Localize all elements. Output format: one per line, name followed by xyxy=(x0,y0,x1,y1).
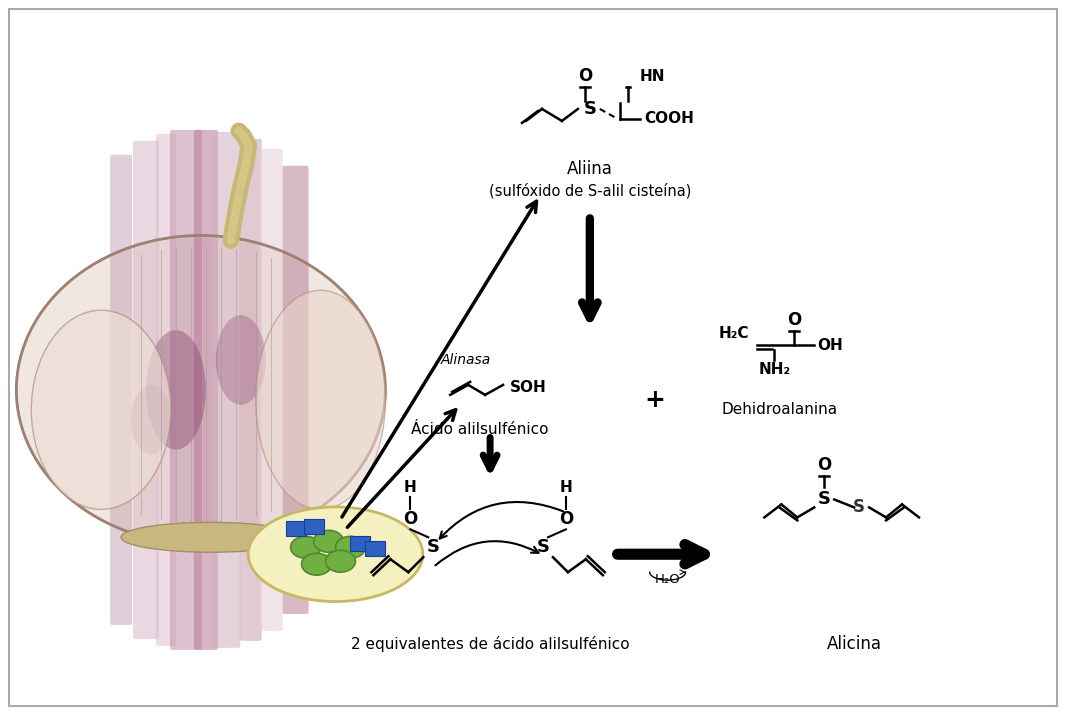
Text: H: H xyxy=(560,480,572,495)
FancyBboxPatch shape xyxy=(304,519,324,534)
Ellipse shape xyxy=(291,536,321,558)
Ellipse shape xyxy=(336,536,366,558)
Text: S: S xyxy=(536,538,549,556)
Text: NH₂: NH₂ xyxy=(758,363,790,378)
Text: Alinasa: Alinasa xyxy=(440,353,490,367)
Text: +: + xyxy=(644,388,665,412)
FancyBboxPatch shape xyxy=(194,130,217,650)
FancyBboxPatch shape xyxy=(211,132,240,648)
Text: Ácido alilsulfénico: Ácido alilsulfénico xyxy=(411,423,549,437)
Ellipse shape xyxy=(215,315,265,405)
Text: O: O xyxy=(559,511,574,528)
Text: O: O xyxy=(578,67,592,85)
Text: (sulfóxido de S-alil cisteína): (sulfóxido de S-alil cisteína) xyxy=(488,183,691,198)
FancyBboxPatch shape xyxy=(110,154,132,625)
Ellipse shape xyxy=(122,523,301,552)
Text: S: S xyxy=(818,490,830,508)
Text: O: O xyxy=(403,511,418,528)
Ellipse shape xyxy=(16,235,386,544)
Ellipse shape xyxy=(256,290,386,509)
Text: Aliina: Aliina xyxy=(567,159,613,178)
Text: O: O xyxy=(818,455,831,473)
Ellipse shape xyxy=(313,531,343,552)
Ellipse shape xyxy=(146,330,206,450)
Text: O: O xyxy=(787,311,802,329)
Text: S: S xyxy=(853,498,866,516)
Text: HN: HN xyxy=(640,69,665,84)
FancyBboxPatch shape xyxy=(156,134,176,646)
FancyBboxPatch shape xyxy=(169,130,201,650)
Text: SOH: SOH xyxy=(510,380,547,395)
FancyBboxPatch shape xyxy=(240,139,262,641)
FancyBboxPatch shape xyxy=(351,536,370,551)
Text: COOH: COOH xyxy=(645,112,695,127)
FancyBboxPatch shape xyxy=(286,521,306,536)
Text: H: H xyxy=(404,480,417,495)
Text: OH: OH xyxy=(818,337,843,352)
Ellipse shape xyxy=(302,553,332,575)
Ellipse shape xyxy=(31,310,171,509)
FancyBboxPatch shape xyxy=(133,141,159,639)
Text: 2 equivalentes de ácido alilsulfénico: 2 equivalentes de ácido alilsulfénico xyxy=(351,636,629,652)
Text: S: S xyxy=(426,538,440,556)
Text: Alicina: Alicina xyxy=(826,635,882,653)
Text: S: S xyxy=(583,100,596,118)
FancyBboxPatch shape xyxy=(259,149,282,631)
Ellipse shape xyxy=(248,507,423,601)
FancyBboxPatch shape xyxy=(366,541,386,556)
FancyBboxPatch shape xyxy=(282,166,308,614)
Text: H₂C: H₂C xyxy=(718,325,749,340)
Text: H₂O: H₂O xyxy=(655,573,680,586)
Ellipse shape xyxy=(131,385,171,455)
FancyBboxPatch shape xyxy=(10,9,1056,706)
Ellipse shape xyxy=(325,551,355,572)
Text: Dehidroalanina: Dehidroalanina xyxy=(722,403,838,418)
